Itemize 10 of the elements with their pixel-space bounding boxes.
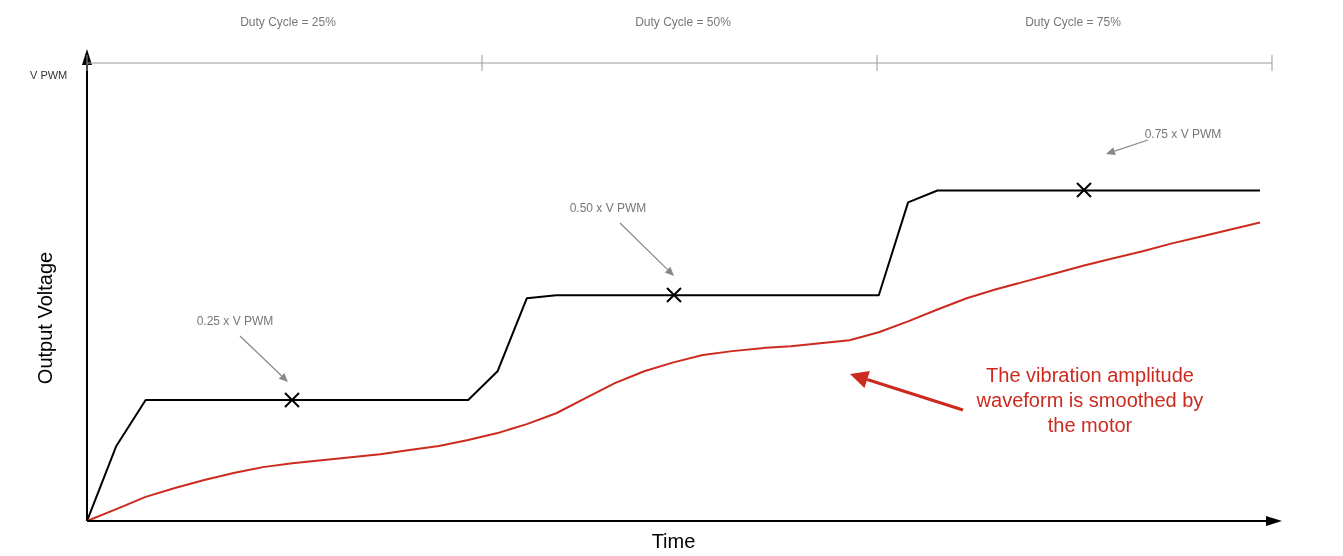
annotation: 0.25 x V PWM [195,313,275,329]
text: Duty Cycle = 50% [634,14,732,30]
text: Duty Cycle = 75% [1024,14,1122,30]
text: Duty Cycle = 25% [239,14,337,30]
x-axis-title: Time [650,530,697,550]
annotation: The vibration amplitude waveform is smoothed by the motor [975,362,1205,438]
annotation: 0.50 x V PWM [568,200,648,216]
text: 0.75 x V PWM [1143,126,1223,142]
text: V PWM [30,69,69,83]
y-axis-title: Output Voltage [33,250,57,387]
